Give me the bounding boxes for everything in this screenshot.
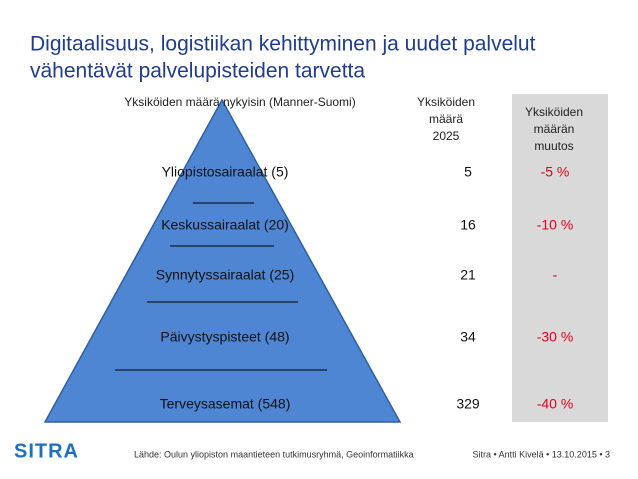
title-line: vähentävät palvelupisteiden tarvetta <box>30 60 365 83</box>
row-label: Yliopistosairaalat (5) <box>162 164 289 180</box>
row-label: Keskussairaalat (20) <box>161 217 289 233</box>
change: -40 % <box>537 396 574 412</box>
column-header: Yksiköiden määrä nykyisin (Manner-Suomi) <box>124 95 355 109</box>
row-label: Terveysasemat (548) <box>160 396 291 412</box>
column-header: määrän <box>534 122 575 136</box>
logo: SITRA <box>14 440 79 462</box>
change: -30 % <box>537 329 574 345</box>
count-2025: 21 <box>460 267 476 283</box>
column-header: Yksiköiden <box>417 95 475 109</box>
title-line: Digitaalisuus, logistiikan kehittyminen … <box>30 33 536 56</box>
column-header: määrä <box>429 112 463 126</box>
change-column-bg <box>512 94 608 422</box>
row-label: Päivystyspisteet (48) <box>160 329 289 345</box>
change: - <box>553 267 558 283</box>
column-header: 2025 <box>433 129 460 143</box>
count-2025: 329 <box>456 396 480 412</box>
change: -10 % <box>537 217 574 233</box>
pyramid <box>43 98 402 423</box>
source: Lähde: Oulun yliopiston maantieteen tutk… <box>134 449 414 459</box>
rows: Yliopistosairaalat (5) 5 -5 % Keskussairaal… <box>156 164 574 412</box>
credit: Sitra • Antti Kivelä • 13.10.2015 • 3 <box>472 449 610 459</box>
column-header: Yksiköiden <box>525 105 583 119</box>
count-2025: 5 <box>464 164 472 180</box>
change: -5 % <box>541 164 570 180</box>
column-header: muutos <box>534 139 573 153</box>
count-2025: 34 <box>460 329 476 345</box>
count-2025: 16 <box>460 217 476 233</box>
row-label: Synnytyssairaalat (25) <box>156 267 295 283</box>
